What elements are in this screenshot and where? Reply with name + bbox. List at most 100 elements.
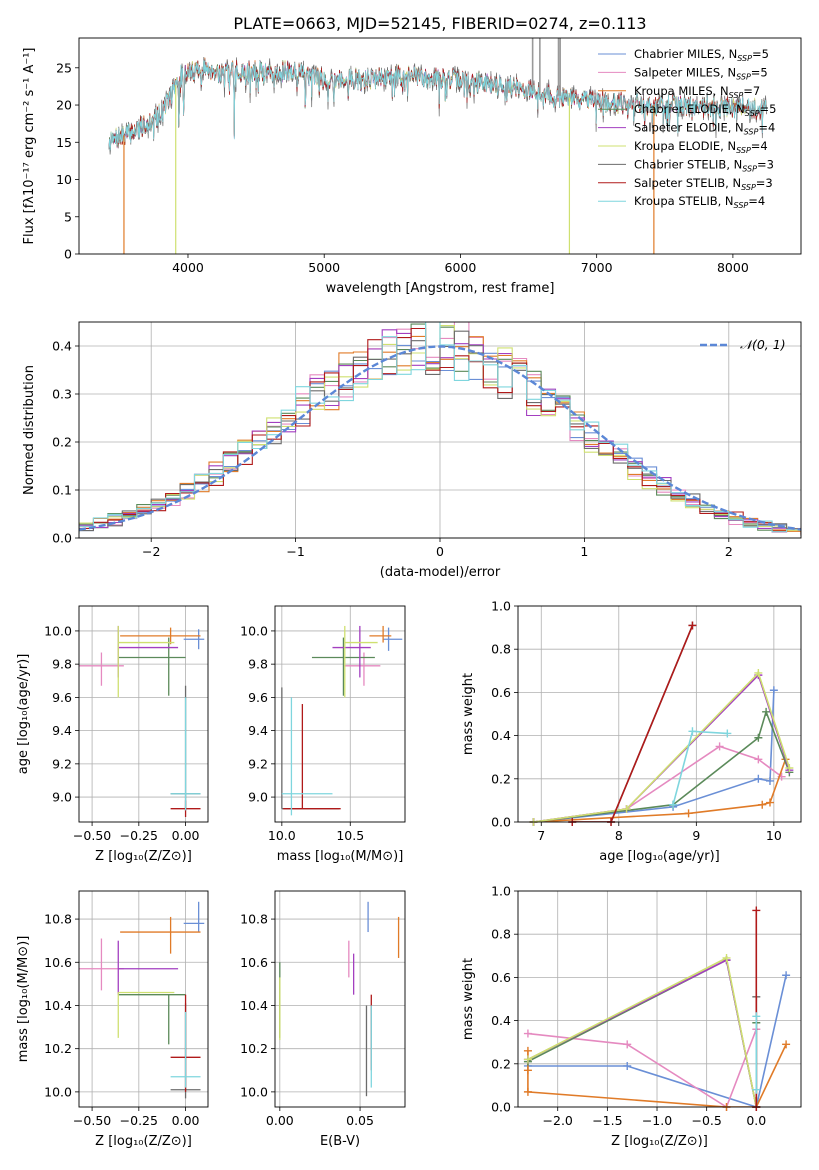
legend-label: Chabrier STELIB, NSSP=3 (634, 157, 774, 173)
mass-weight-line (533, 759, 787, 822)
spectrum-panel: 4000 5000 6000 7000 8000 0 5 10 15 20 25 wavelength… (22, 37, 802, 296)
x-tick-label: −1.0 (642, 1113, 672, 1128)
y-axis-label: Flux [fλ10⁻¹⁷ erg cm⁻² s⁻¹ A⁻¹] (22, 48, 37, 245)
mass-weight-line (572, 625, 694, 822)
x-tick-label: 10.0 (268, 828, 296, 843)
y-tick-label: 9.6 (52, 690, 72, 705)
axes-frame (78, 37, 802, 255)
age-vs-mass-panel: 10.0 10.5 9.0 9.2 9.4 9.6 9.8 10.0 mass [log₁₀(M… (240, 605, 406, 864)
x-tick-label: 0 (436, 544, 444, 559)
legend-label: Kroupa MILES, NSSP=7 (634, 84, 760, 100)
mass-weight-marker (722, 953, 731, 962)
legend-label: Kroupa STELIB, NSSP=4 (634, 194, 765, 210)
y-axis-label: mass [log₁₀(M/M⊙)] (16, 936, 31, 1063)
x-tick-label: −0.50 (73, 828, 111, 843)
x-tick-label: 8 (615, 828, 623, 843)
y-tick-label: 25 (56, 60, 72, 75)
mass-weight-marker (723, 729, 732, 738)
mass-weight-marker (752, 906, 761, 915)
y-tick-label: 1.0 (491, 884, 511, 899)
legend-suffix: =5 (760, 102, 777, 116)
legend-label: Chabrier ELODIE, NSSP=5 (634, 102, 776, 118)
legend-text: Salpeter ELODIE, N (634, 121, 744, 135)
legend-suffix: =4 (751, 139, 768, 153)
legend-label: 𝒩(0, 1) (740, 337, 786, 352)
y-tick-label: 10.2 (240, 1041, 268, 1056)
y-tick-label: 10.8 (240, 912, 268, 927)
mass-weight-marker (754, 755, 763, 764)
mass-weight-marker (754, 774, 763, 783)
y-tick-label: 10.0 (240, 1084, 268, 1099)
mass-weight-marker (765, 776, 774, 785)
x-tick-label: 2 (725, 544, 733, 559)
mass-weight-marker (762, 707, 771, 716)
legend-sub: SSP (729, 91, 744, 100)
legend-label: Salpeter STELIB, NSSP=3 (634, 176, 773, 192)
y-tick-label: 1.0 (491, 599, 511, 614)
x-tick-label: 4000 (172, 260, 204, 275)
y-tick-label: 10.2 (44, 1041, 72, 1056)
legend-text: Kroupa STELIB, N (634, 194, 734, 208)
y-tick-label: 9.2 (248, 756, 268, 771)
y-tick-label: 15 (56, 135, 72, 150)
y-tick-label: 10.4 (44, 998, 72, 1013)
legend-sub: SSP (742, 164, 757, 173)
x-tick-label: 9 (692, 828, 700, 843)
mass-weight-marker (758, 800, 767, 809)
y-tick-label: 0.4 (491, 1013, 511, 1028)
x-tick-label: 0.00 (172, 1113, 200, 1128)
mass-weight-marker (782, 971, 791, 980)
legend-label: Salpeter ELODIE, NSSP=4 (634, 121, 775, 137)
mass-weight-marker (754, 668, 763, 677)
y-tick-label: 0.1 (52, 483, 72, 498)
mass-weight-line (527, 975, 787, 1107)
y-tick-label: 9.4 (248, 723, 268, 738)
mass-weight-line (533, 671, 791, 822)
y-tick-label: 0.8 (491, 927, 511, 942)
x-tick-label: 0.00 (172, 828, 200, 843)
legend-text: Chabrier STELIB, N (634, 157, 742, 171)
legend-text: Chabrier MILES, N (634, 47, 737, 61)
axes-frame (78, 321, 802, 539)
y-tick-label: 10.0 (44, 623, 72, 638)
mass-weight-marker (765, 798, 774, 807)
mass-weight-marker (523, 1055, 532, 1064)
x-tick-label: −1.5 (592, 1113, 622, 1128)
y-axis-label: age [log₁₀(age/yr)] (16, 654, 31, 775)
legend-sub: SSP (737, 54, 752, 63)
mass-weight-marker (623, 1061, 632, 1070)
mass-weight-vs-metallicity-panel: −2.0 −1.5 −1.0 −0.5 0.0 0.0 0.2 0.4 0.6 0.8 1.0 Z [… (461, 884, 802, 1149)
axes-frame (78, 605, 209, 823)
mass-weight-line (533, 690, 775, 822)
figure-title: PLATE=0663, MJD=52145, FIBERID=0274, z=0… (233, 14, 646, 33)
y-tick-label: 0.4 (491, 728, 511, 743)
y-tick-label: 10.8 (44, 912, 72, 927)
mass-weight-line (572, 625, 694, 822)
legend-sub: SSP (741, 183, 756, 192)
legend-label: Chabrier MILES, NSSP=5 (634, 47, 769, 63)
legend-text: Kroupa MILES, N (634, 84, 729, 98)
x-axis-label: wavelength [Angstrom, rest frame] (326, 281, 555, 296)
y-axis-label: Normed distribution (22, 365, 37, 495)
mass-weight-marker (523, 1029, 532, 1038)
x-tick-label: −1 (286, 544, 304, 559)
y-tick-label: 0.3 (52, 387, 72, 402)
mass-vs-extinction-panel: 0.00 0.05 10.0 10.2 10.4 10.6 10.8 E(B-V) (240, 890, 406, 1149)
y-tick-label: 20 (56, 98, 72, 113)
mass-weight-marker (669, 800, 678, 809)
mass-weight-marker (752, 1085, 761, 1094)
mass-weight-line (527, 1028, 758, 1107)
axes-frame (78, 890, 209, 1108)
y-tick-label: 9.8 (52, 657, 72, 672)
residuals-panel: −2 −1 0 1 2 0.0 0.1 0.2 0.3 0.4 (data-model)/error… (22, 321, 802, 580)
mass-weight-marker (523, 1087, 532, 1096)
mass-weight-marker (715, 742, 724, 751)
x-axis-label: age [log₁₀(age/yr)] (599, 849, 720, 864)
legend-sub: SSP (734, 201, 749, 210)
mass-weight-line (527, 956, 758, 1107)
y-tick-label: 0.0 (52, 531, 72, 546)
x-tick-label: −0.25 (120, 828, 158, 843)
y-tick-label: 10.6 (44, 955, 72, 970)
x-tick-label: 0.05 (346, 1113, 374, 1128)
